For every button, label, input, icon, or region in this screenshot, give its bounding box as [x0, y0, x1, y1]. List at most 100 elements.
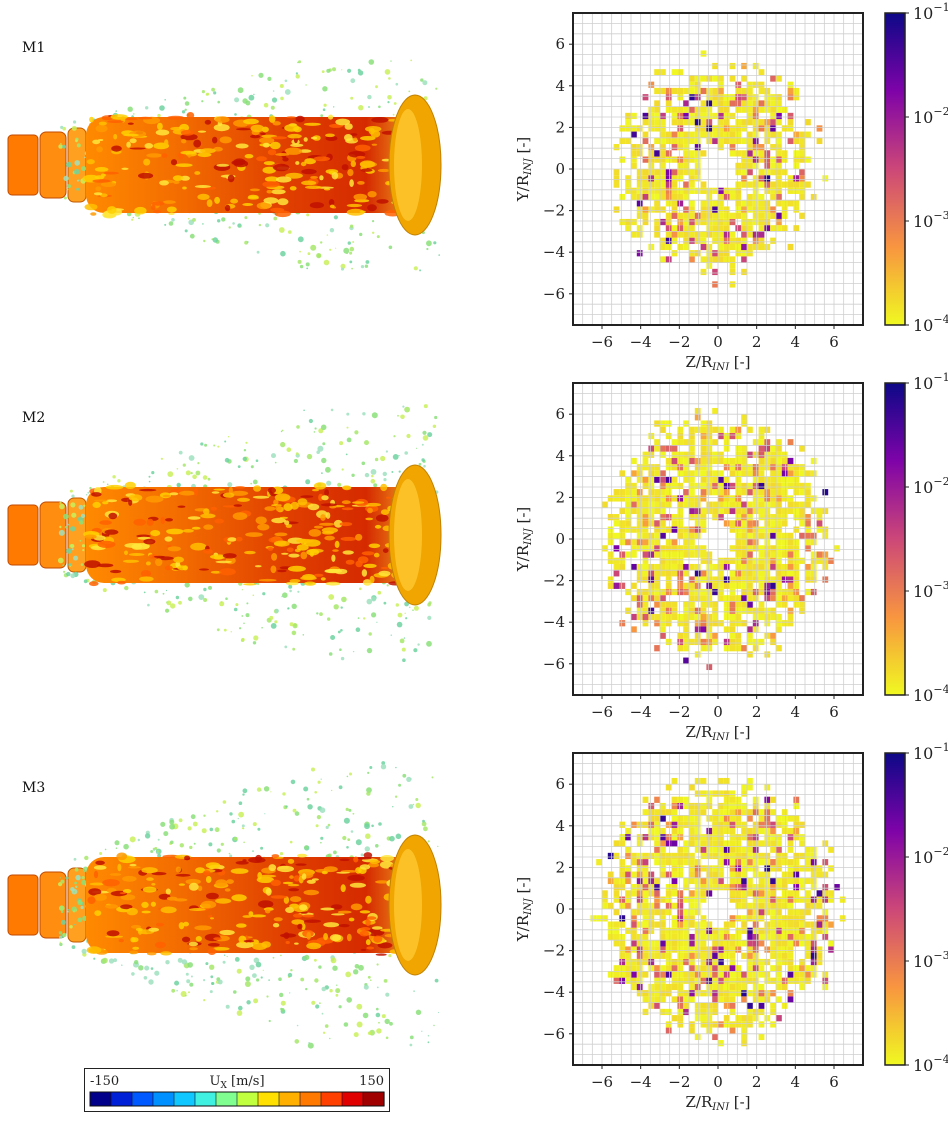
heatmap-cell	[787, 439, 794, 446]
ligament	[129, 863, 137, 867]
droplet	[234, 957, 240, 962]
heatmap-cell	[770, 514, 776, 521]
ligament	[320, 503, 338, 507]
heatmap-cell	[636, 250, 643, 257]
heatmap-cell	[822, 983, 829, 991]
heatmap-cell	[631, 965, 637, 972]
droplet	[59, 501, 62, 504]
heatmap-cell	[648, 545, 655, 552]
heatmap-cell	[758, 243, 765, 251]
heatmap-cell	[712, 206, 718, 213]
x-tick-label: 4	[791, 333, 801, 351]
heatmap-cell	[764, 613, 771, 621]
heatmap-cell	[741, 156, 747, 163]
droplet	[311, 1000, 316, 1005]
heatmap-cell	[752, 915, 759, 922]
heatmap-cell	[770, 162, 776, 169]
heatmap-cell	[712, 457, 718, 465]
heatmap-cell	[718, 112, 724, 120]
heatmap-cell	[805, 846, 811, 853]
ligament	[161, 153, 168, 158]
droplet	[332, 965, 338, 971]
ligament	[289, 875, 294, 879]
droplet	[375, 844, 379, 848]
heatmap-cell	[654, 106, 660, 113]
heatmap-cell	[712, 281, 718, 288]
ligament	[357, 181, 365, 185]
ligament	[256, 202, 271, 210]
heatmap-cell	[805, 576, 811, 583]
heatmap-cell	[613, 169, 620, 176]
heatmap-cell	[799, 821, 805, 828]
ligament	[222, 553, 237, 559]
heatmap-cell	[747, 815, 753, 822]
ligament	[321, 527, 338, 534]
droplet	[245, 613, 250, 618]
droplet	[76, 143, 81, 148]
heatmap-cell	[654, 846, 660, 853]
droplet	[333, 604, 339, 610]
heatmap-cell	[764, 162, 771, 169]
droplet	[233, 836, 238, 841]
heatmap-cell	[660, 940, 666, 947]
heatmap-cell	[619, 840, 626, 847]
ligament	[330, 904, 343, 910]
heatmap-cell	[741, 645, 747, 652]
heatmap-cell	[764, 501, 771, 508]
heatmap-cell	[642, 131, 649, 138]
heatmap-cell	[671, 231, 678, 238]
heatmap-cell	[723, 476, 730, 483]
heatmap-cell	[764, 958, 771, 966]
heatmap-cell	[770, 576, 776, 583]
heatmap-cell	[781, 457, 788, 465]
heatmap-cell	[613, 495, 620, 502]
heatmap-cell	[706, 187, 713, 194]
heatmap-cell	[694, 414, 701, 421]
droplet	[233, 607, 238, 612]
heatmap-cell	[787, 588, 794, 596]
ligament	[141, 910, 151, 914]
droplet	[319, 1002, 321, 1005]
heatmap-cell	[706, 225, 713, 232]
heatmap-cell	[636, 983, 643, 991]
heatmap-cell	[671, 539, 678, 546]
heatmap-cell	[787, 576, 794, 583]
heatmap-cell	[665, 840, 672, 847]
heatmap-cell	[793, 87, 800, 95]
heatmap-cell	[735, 946, 742, 953]
heatmap-cell	[718, 243, 724, 251]
heatmap-cell	[776, 983, 782, 991]
heatmap-cell	[607, 551, 614, 558]
droplet	[217, 219, 221, 223]
heatmap-cell	[718, 225, 724, 232]
heatmap-cell	[752, 112, 759, 120]
droplet	[77, 917, 83, 923]
droplet	[364, 440, 369, 446]
heatmap-cell	[741, 902, 747, 909]
ligament	[337, 910, 352, 914]
heatmap-cell	[735, 243, 742, 251]
ligament	[233, 504, 242, 507]
droplet	[190, 472, 193, 475]
droplet	[402, 405, 405, 408]
droplet	[237, 817, 239, 820]
heatmap-cell	[636, 909, 643, 916]
heatmap-cell	[764, 545, 771, 552]
heatmap-cell	[689, 933, 695, 941]
droplet-heatmap-plot: −6 −4 −2 0 2 4 6 −6 −4 −2 0 2 4 6 Z/RINJ [-] Y/RINJ [-]…	[500, 740, 948, 1113]
droplet	[408, 804, 414, 809]
heatmap-cell	[741, 582, 747, 589]
heatmap-cell	[752, 827, 759, 835]
ligament	[359, 930, 370, 937]
droplet	[150, 850, 154, 853]
heatmap-cell	[677, 131, 684, 138]
heatmap-cell	[834, 545, 840, 552]
ligament	[380, 483, 388, 492]
heatmap-cell	[648, 432, 655, 440]
ligament	[164, 536, 173, 542]
heatmap-cell	[793, 859, 800, 866]
heatmap-cell	[665, 193, 672, 201]
heatmap-cell	[671, 890, 678, 897]
heatmap-cell	[810, 965, 817, 972]
heatmap-cell	[712, 125, 718, 132]
